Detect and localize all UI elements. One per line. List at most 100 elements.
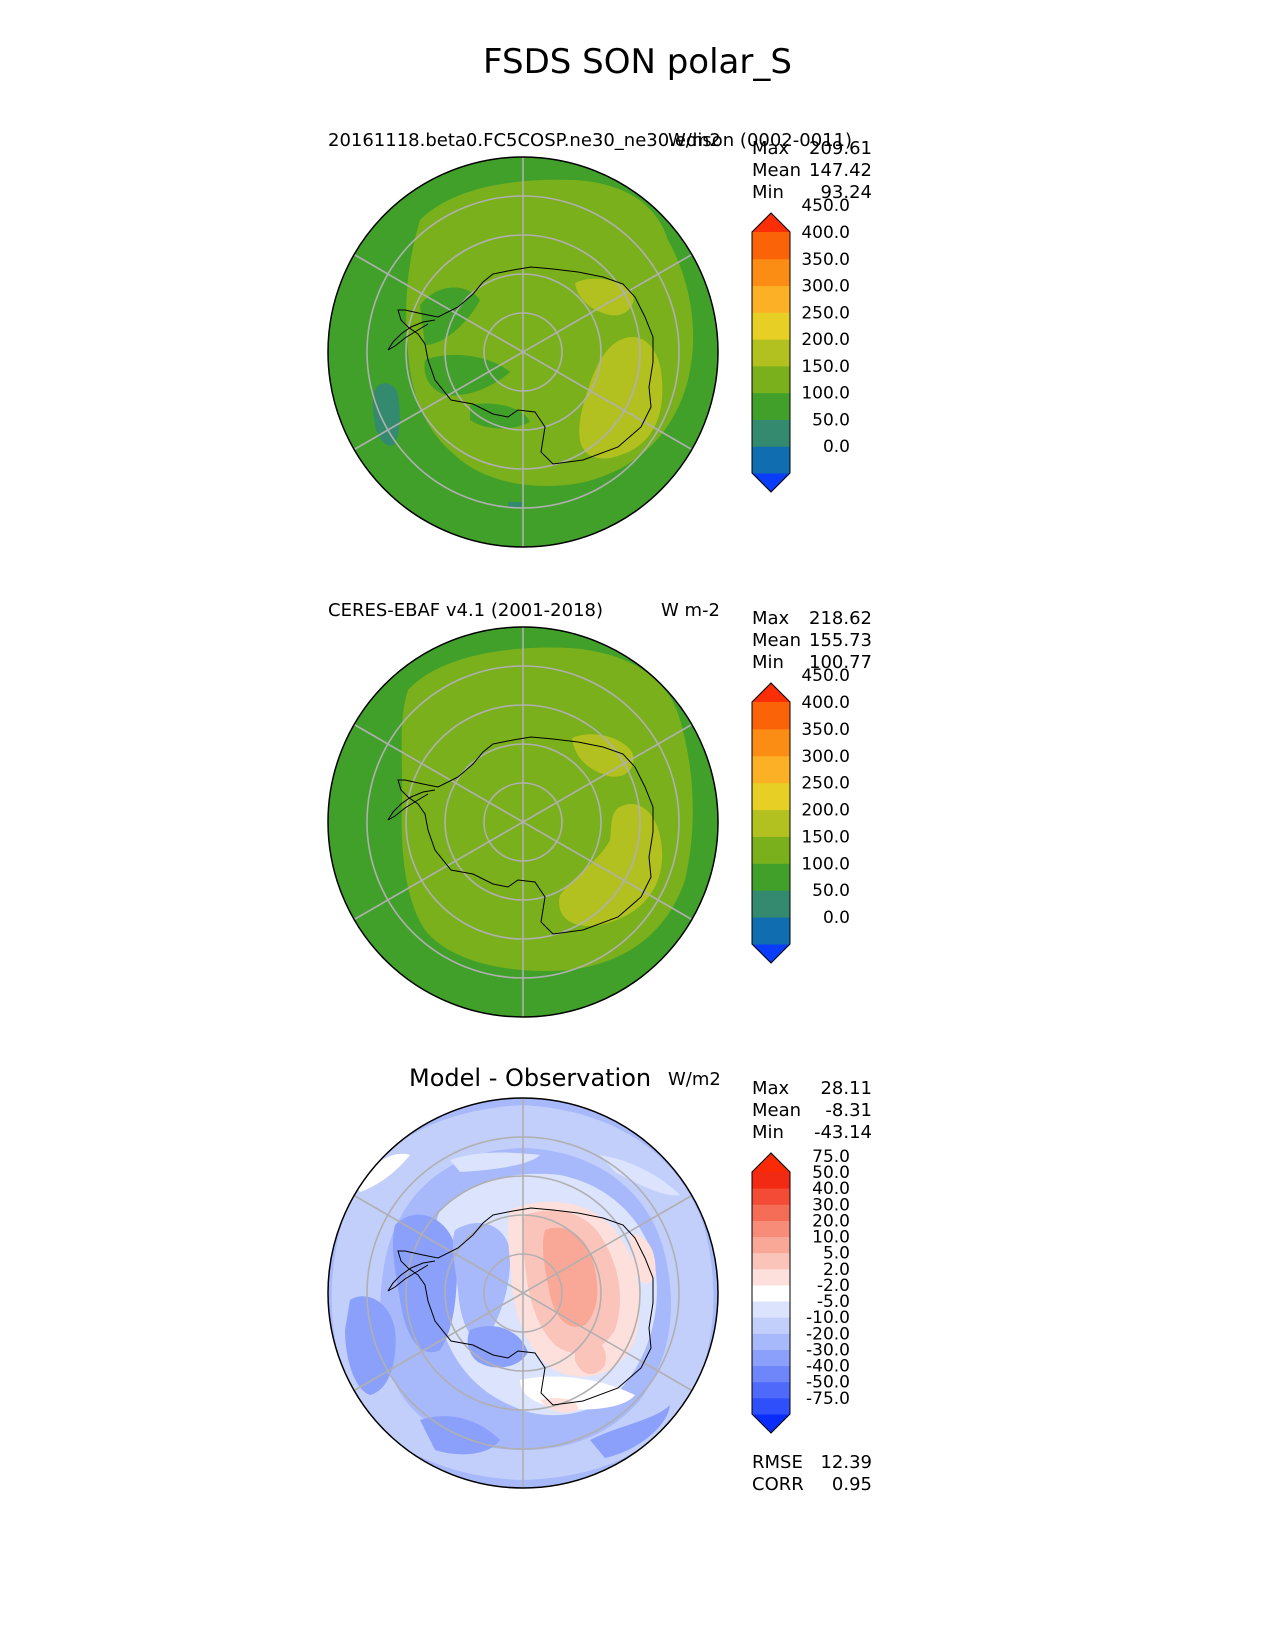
graticule xyxy=(353,1098,693,1488)
colorbar-swatch xyxy=(752,1236,790,1254)
colorbar-tick-label: 300.0 xyxy=(801,747,850,767)
colorbar-extend-high xyxy=(752,1153,790,1172)
colorbar-tick-label: -5.0 xyxy=(817,1292,850,1312)
colorbar-tick-label: 10.0 xyxy=(812,1228,850,1248)
colorbar-swatch xyxy=(752,1365,790,1383)
overlays xyxy=(327,156,719,1489)
stat-value: 218.62 xyxy=(809,608,872,629)
low-patch xyxy=(372,383,400,446)
colorbar-swatch xyxy=(752,917,790,945)
figure-title: FSDS SON polar_S xyxy=(483,42,792,82)
ross-negative-field xyxy=(467,1326,528,1368)
colorbar-swatch xyxy=(752,702,790,730)
colorbar-2: 0.0 50.0 100.0 150.0 200.0 250.0 300.0 350.0 400… xyxy=(751,666,850,964)
east-positive-field xyxy=(630,1234,656,1284)
colorbar-tick-label: 100.0 xyxy=(801,384,850,404)
colorbars: 0.0 50.0 100.0 150.0 200.0 250.0 300.0 350.0 400… xyxy=(751,196,850,1434)
graticule xyxy=(353,157,693,547)
colorbar-swatch xyxy=(752,1268,790,1286)
peninsula-coastline xyxy=(387,1260,436,1292)
colorbar-tick-label: 100.0 xyxy=(801,854,850,874)
stat-value: 147.42 xyxy=(809,160,872,181)
colorbar-tick-label: -50.0 xyxy=(806,1373,850,1393)
map-overlay-3 xyxy=(327,1097,719,1489)
colorbar-tick-label: 40.0 xyxy=(812,1179,850,1199)
panel-3-units: W/m2 xyxy=(668,1069,721,1090)
panel-3-title: Model - Observation xyxy=(409,1064,652,1092)
colorbar-swatch xyxy=(752,1188,790,1205)
sea-ice-field xyxy=(450,1152,540,1172)
stat-value: 209.61 xyxy=(809,138,872,159)
meridian-line xyxy=(353,253,693,451)
colorbar-tick-label: -30.0 xyxy=(806,1340,850,1360)
coastline xyxy=(397,266,654,465)
colorbar-tick-label: 50.0 xyxy=(812,1163,850,1183)
meridian-line xyxy=(353,1194,693,1392)
colorbar-tick-label: -20.0 xyxy=(806,1324,850,1344)
colorbar-1: 0.0 50.0 100.0 150.0 200.0 250.0 300.0 350.0 400… xyxy=(751,196,850,493)
stat-label: Max xyxy=(752,1078,790,1099)
colorbar-extend-low xyxy=(752,944,790,963)
stat-label: Max xyxy=(752,608,790,629)
colorbar-swatch xyxy=(752,232,790,260)
colorbar-swatch xyxy=(752,258,790,287)
colorbar-tick-label: 20.0 xyxy=(812,1211,850,1231)
colorbar-outline xyxy=(751,682,791,964)
colorbar-outline xyxy=(751,212,791,493)
colorbar-tick-label: 250.0 xyxy=(801,303,850,323)
east-positive-field xyxy=(575,1338,606,1375)
colorbar-swatch xyxy=(752,728,790,757)
colorbar-tick-label: 300.0 xyxy=(801,277,850,297)
panel-2-units: W m-2 xyxy=(661,600,721,621)
low-patch xyxy=(508,502,522,508)
peninsula-coastline xyxy=(387,319,436,351)
colorbar-swatch xyxy=(752,419,790,447)
colorbar-tick-label: 450.0 xyxy=(801,666,850,686)
colorbar-swatch xyxy=(752,1204,790,1221)
stat-value: 28.11 xyxy=(820,1078,872,1099)
map-boundary xyxy=(327,156,719,548)
panel-3-stats: Max 28.11 Mean -8.31 Min -43.14 xyxy=(752,1078,872,1144)
colorbar-tick-label: 400.0 xyxy=(801,223,850,243)
plateau-field xyxy=(559,804,663,926)
stat-label: Min xyxy=(752,182,784,203)
stat-value: -8.31 xyxy=(825,1100,872,1121)
graticule xyxy=(353,627,693,1017)
stat-value: 155.73 xyxy=(809,630,872,651)
colorbar-swatch xyxy=(752,365,790,394)
west-negative-field xyxy=(452,1222,511,1341)
colorbar-swatch xyxy=(752,285,790,313)
colorbar-swatch xyxy=(752,339,790,367)
colorbar-tick-label: 250.0 xyxy=(801,774,850,794)
map-overlay-1 xyxy=(327,156,719,548)
colorbar-tick-label: 150.0 xyxy=(801,827,850,847)
stat-value: -43.14 xyxy=(813,1122,872,1143)
colorbar-swatch xyxy=(752,755,790,784)
colorbar-swatch xyxy=(752,782,790,811)
colorbar-swatch xyxy=(752,1317,790,1334)
stat-label: Min xyxy=(752,652,784,673)
colorbar-swatch xyxy=(752,1220,790,1238)
colorbar-swatch xyxy=(752,1349,790,1367)
stat-value: 0.95 xyxy=(831,1474,872,1495)
stat-label: Mean xyxy=(752,1100,802,1121)
stat-value: 12.39 xyxy=(820,1452,872,1473)
meridian-line xyxy=(353,723,693,921)
map-overlay-2 xyxy=(327,626,719,1018)
colorbar-swatch xyxy=(752,1252,790,1270)
colorbar-swatch xyxy=(752,1284,790,1302)
colorbar-tick-label: 50.0 xyxy=(812,410,850,430)
colorbar-extend-high xyxy=(752,683,790,702)
colorbar-swatch xyxy=(752,312,790,340)
colorbar-tick-label: 150.0 xyxy=(801,357,850,377)
coastal-strip-field xyxy=(355,1153,410,1192)
colorbar-tick-label: 350.0 xyxy=(801,720,850,740)
colorbar-tick-label: -10.0 xyxy=(806,1308,850,1328)
colorbar-tick-label: 75.0 xyxy=(812,1147,850,1167)
panel-3-extra-stats: RMSE 12.39 CORR 0.95 xyxy=(752,1452,872,1496)
map-boundary xyxy=(327,1097,719,1489)
colorbar-tick-label: 350.0 xyxy=(801,250,850,270)
panel-1-stats: Max 209.61 Mean 147.42 Min 93.24 xyxy=(752,138,872,204)
colorbar-swatch xyxy=(752,1333,790,1350)
colorbar-tick-label: 200.0 xyxy=(801,801,850,821)
